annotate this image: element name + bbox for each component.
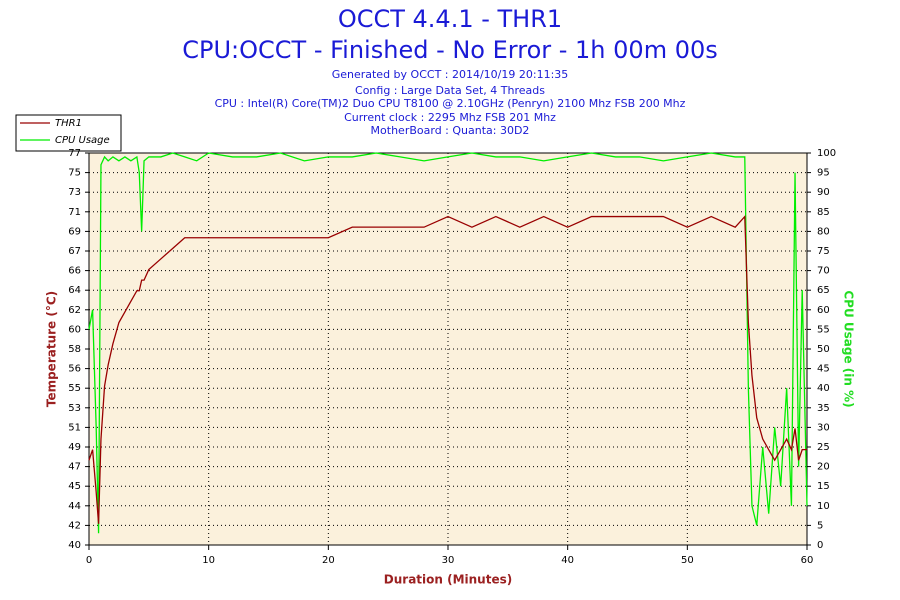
y-tick-label: 66: [68, 266, 81, 277]
y-tick-label: 42: [68, 520, 81, 531]
y-tick-label: 40: [68, 540, 81, 551]
y2-tick-label: 75: [817, 246, 830, 257]
y-tick-label: 60: [68, 324, 81, 335]
y2-tick-label: 15: [817, 481, 830, 492]
y-tick-label: 53: [68, 403, 81, 414]
info-line: Generated by OCCT : 2014/10/19 20:11:35: [332, 68, 569, 81]
y-tick-label: 64: [68, 285, 81, 296]
y2-axis-label: CPU Usage (in %): [842, 290, 856, 407]
y-tick-label: 51: [68, 422, 81, 433]
y-tick-label: 58: [68, 344, 81, 355]
y-axis-label: Temperature (°C): [45, 291, 59, 407]
series-line: [88, 214, 807, 524]
y2-tick-label: 95: [817, 168, 830, 179]
info-line: CPU : Intel(R) Core(TM)2 Duo CPU T8100 @…: [215, 97, 686, 110]
x-tick-label: 0: [86, 555, 92, 566]
x-tick-label: 40: [561, 555, 574, 566]
y2-tick-label: 10: [817, 501, 830, 512]
y-tick-label: 49: [68, 442, 81, 453]
y2-tick-label: 70: [817, 266, 830, 277]
legend-label: CPU Usage: [55, 135, 110, 146]
y-tick-label: 45: [68, 481, 81, 492]
x-tick-label: 10: [202, 555, 215, 566]
y-tick-label: 47: [68, 462, 81, 473]
x-tick-label: 30: [442, 555, 455, 566]
y-tick-label: 44: [68, 501, 81, 512]
x-tick-label: 20: [322, 555, 335, 566]
y2-tick-label: 90: [817, 187, 830, 198]
legend: [15, 114, 122, 152]
y2-tick-label: 40: [817, 383, 830, 394]
x-axis-label: Duration (Minutes): [384, 573, 512, 587]
y-tick-label: 69: [68, 226, 81, 237]
y2-tick-label: 35: [817, 403, 830, 414]
y-tick-label: 67: [68, 246, 81, 257]
y2-tick-label: 80: [817, 226, 830, 237]
y-tick-label: 73: [68, 187, 81, 198]
y2-tick-label: 85: [817, 207, 830, 218]
y2-tick-label: 50: [817, 344, 830, 355]
series-line: [88, 152, 808, 534]
y-tick-label: 75: [68, 168, 81, 179]
y2-tick-label: 65: [817, 285, 830, 296]
y-tick-label: 71: [68, 207, 81, 218]
info-line: Current clock : 2295 Mhz FSB 201 Mhz: [344, 111, 556, 124]
y2-tick-label: 60: [817, 305, 830, 316]
x-tick-label: 60: [801, 555, 814, 566]
y2-tick-label: 5: [817, 520, 823, 531]
info-line: Config : Large Data Set, 4 Threads: [355, 84, 545, 97]
y2-tick-label: 25: [817, 442, 830, 453]
y-tick-label: 56: [68, 364, 81, 375]
info-line: MotherBoard : Quanta: 30D2: [371, 124, 530, 137]
y2-tick-label: 0: [817, 540, 823, 551]
chart-title: OCCT 4.4.1 - THR1: [338, 5, 562, 33]
chart-subtitle: CPU:OCCT - Finished - No Error - 1h 00m …: [182, 36, 718, 64]
y2-tick-label: 20: [817, 462, 830, 473]
y2-tick-label: 45: [817, 364, 830, 375]
y2-tick-label: 100: [817, 148, 836, 159]
x-tick-label: 50: [681, 555, 694, 566]
y2-tick-label: 55: [817, 324, 830, 335]
y-tick-label: 55: [68, 383, 81, 394]
y-tick-label: 62: [68, 305, 81, 316]
y-tick-label: 77: [68, 148, 81, 159]
y2-tick-label: 30: [817, 422, 830, 433]
legend-label: THR1: [55, 118, 82, 129]
